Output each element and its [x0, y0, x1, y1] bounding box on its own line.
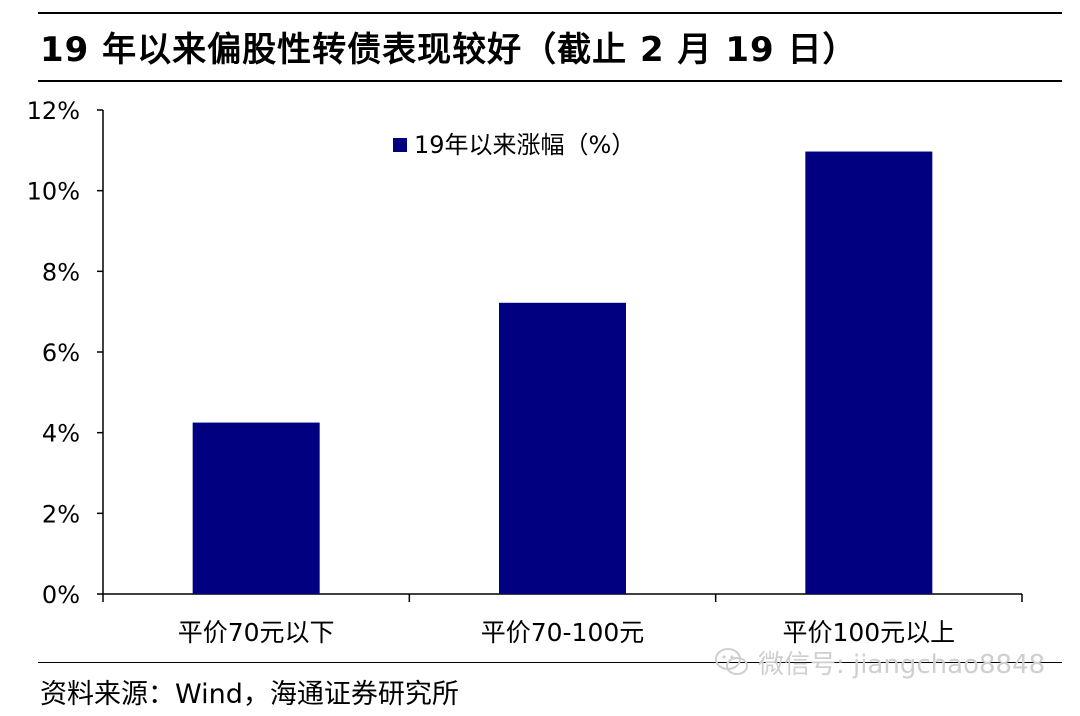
watermark-text: 微信号: jiangchao8848 [758, 649, 1046, 680]
y-tick-label: 4% [42, 420, 80, 448]
wechat-icon [715, 648, 748, 675]
legend-swatch [393, 138, 407, 152]
x-tick-label: 平价100元以上 [782, 618, 955, 647]
title-rule [38, 80, 1062, 82]
bar [192, 422, 320, 594]
legend-label: 19年以来涨幅（%） [414, 131, 635, 159]
watermark: 微信号: jiangchao8848 [712, 642, 1045, 682]
x-tick-label: 平价70元以下 [178, 618, 335, 647]
y-tick-label: 8% [42, 258, 80, 286]
y-axis: 0% 2% 4% 6% 8% 10% 12% [27, 97, 104, 609]
bar [499, 302, 626, 594]
x-axis: 平价70元以下 平价70-100元 平价100元以上 [102, 593, 1023, 647]
top-rule [38, 12, 1062, 14]
y-tick-label: 0% [42, 581, 80, 609]
chart-title: 19 年以来偏股性转债表现较好（截止 2 月 19 日） [40, 30, 858, 70]
source-note: 资料来源：Wind，海通证券研究所 [40, 679, 459, 710]
x-tick-label: 平价70-100元 [481, 618, 645, 647]
y-tick-label: 10% [27, 178, 80, 206]
y-tick-label: 6% [42, 339, 80, 367]
bar [805, 151, 933, 594]
y-tick-label: 2% [42, 500, 80, 528]
bars [192, 151, 933, 594]
bottom-rule [38, 662, 1062, 663]
y-tick-label: 12% [27, 97, 80, 125]
legend: 19年以来涨幅（%） [393, 131, 635, 159]
